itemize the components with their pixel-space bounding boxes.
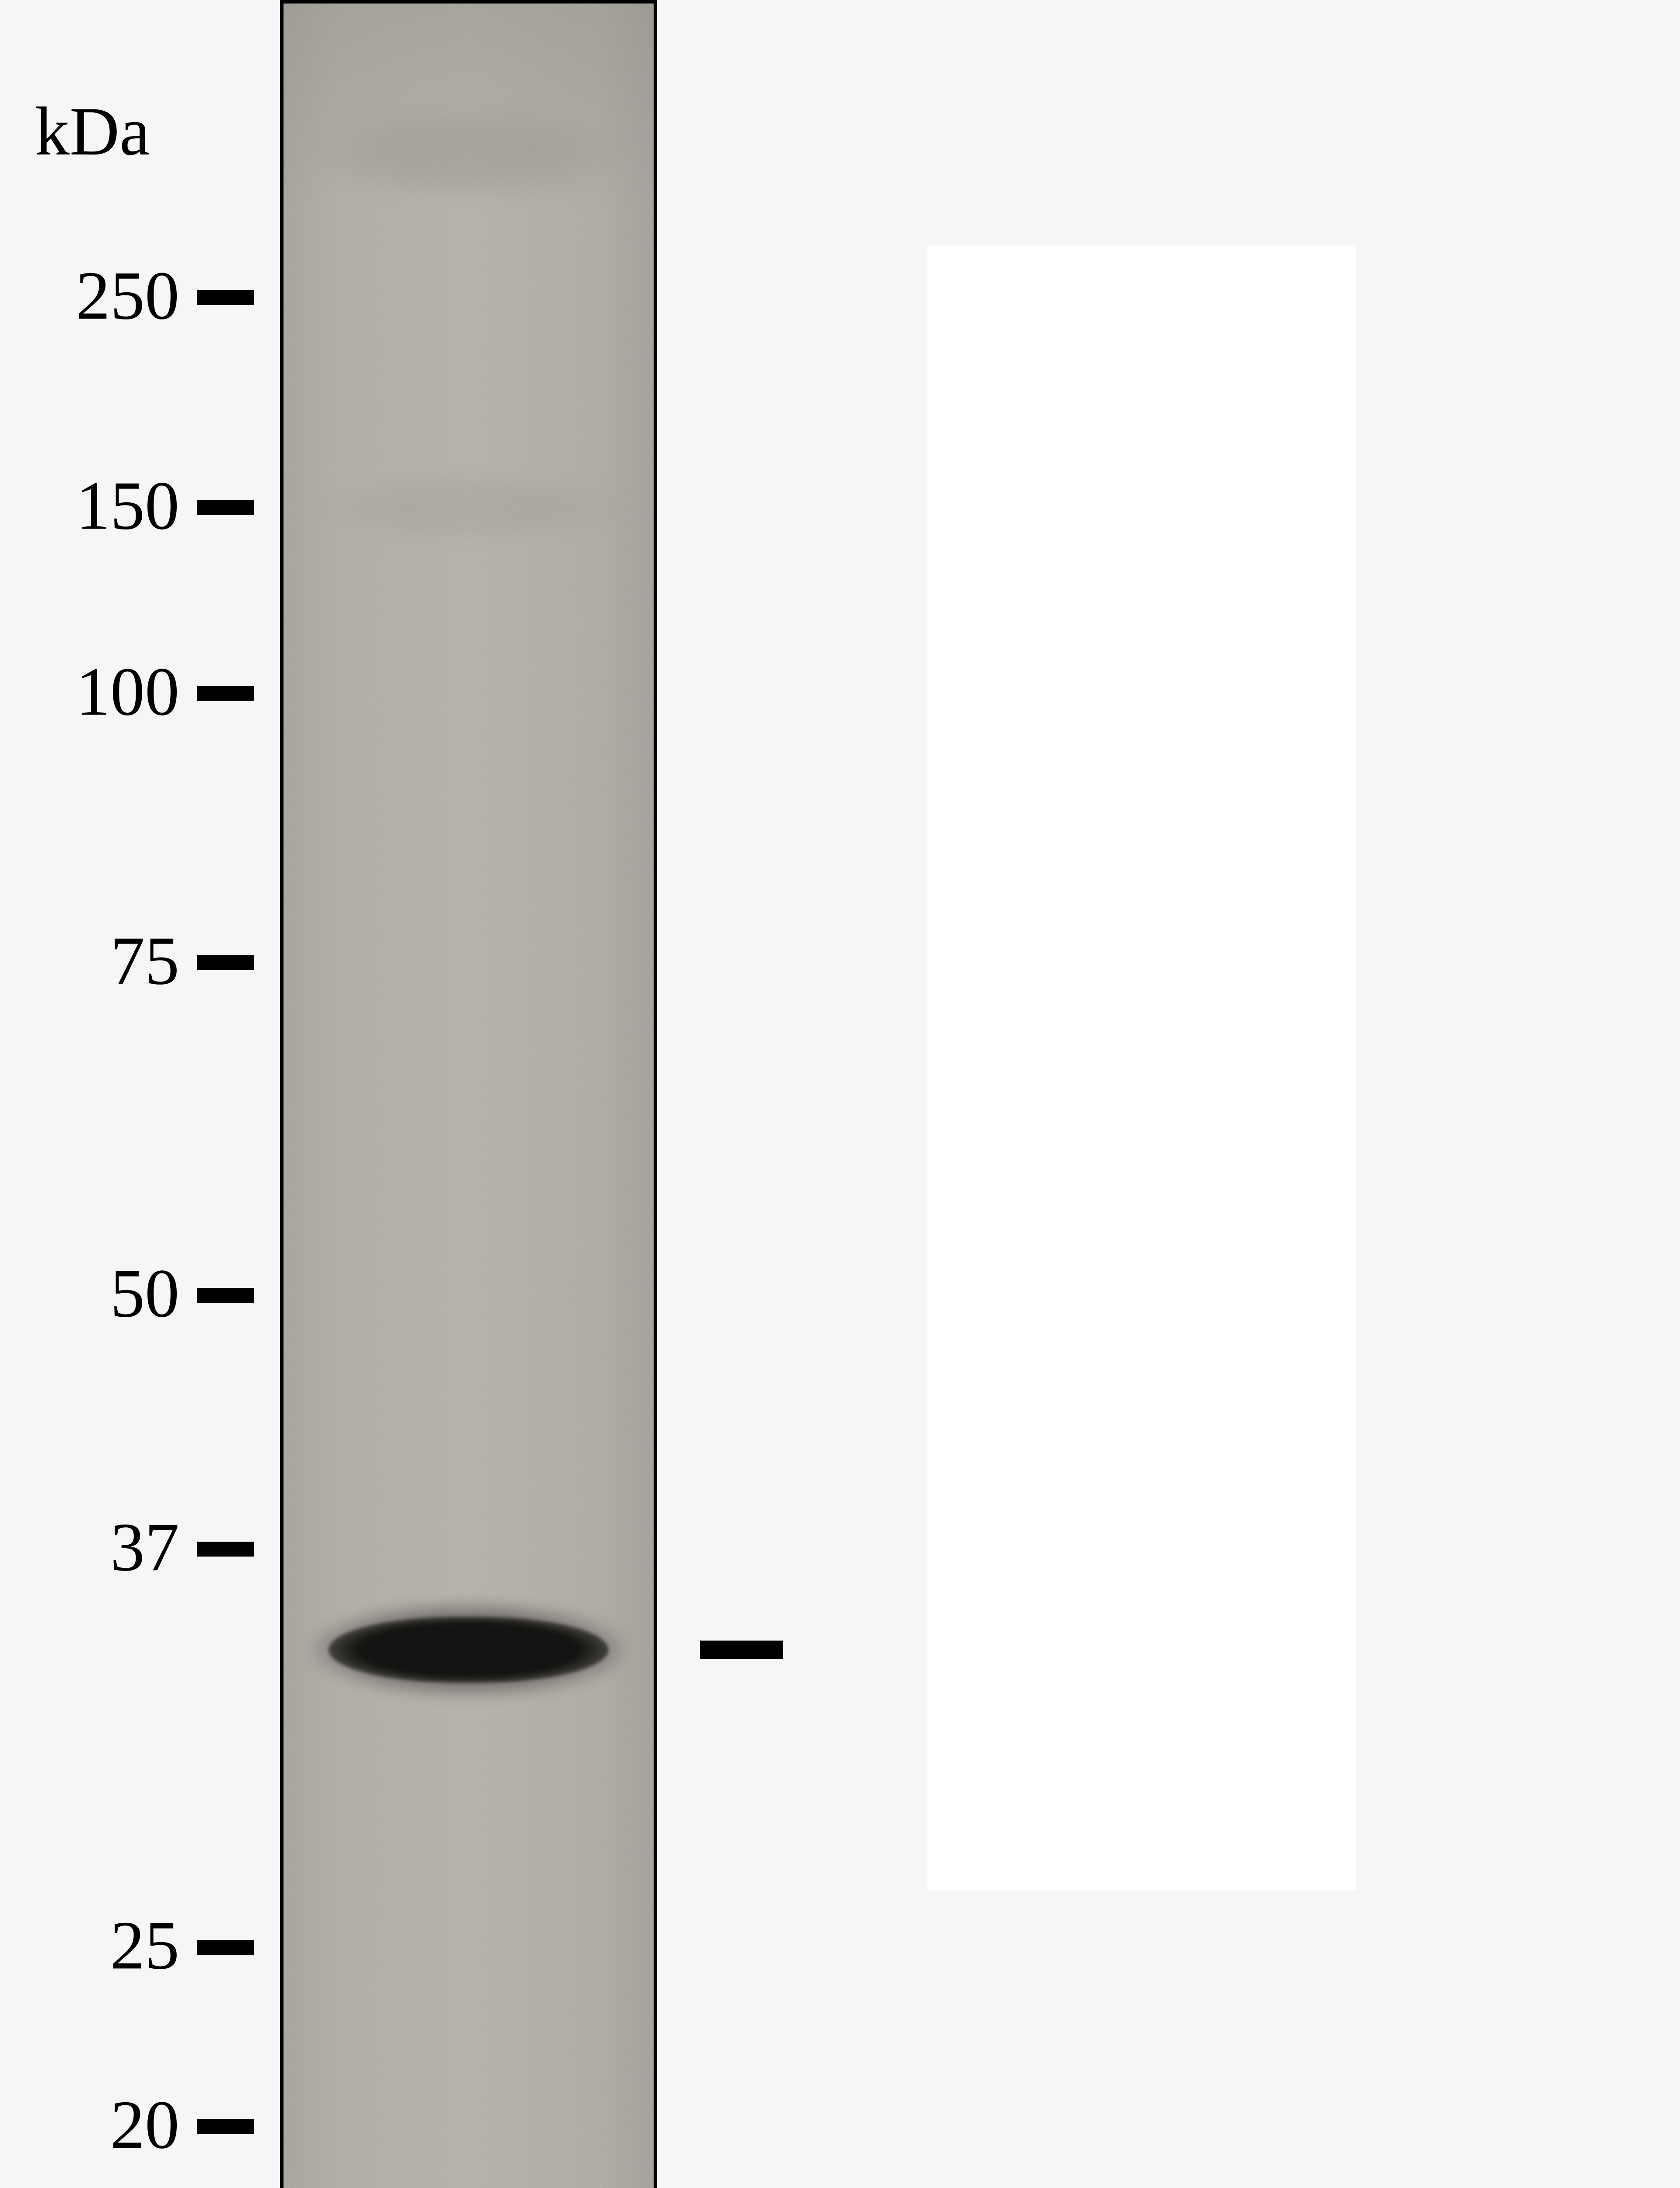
band-indicator-tick (700, 1641, 783, 1659)
ladder-label: 20 (110, 2085, 179, 2165)
ladder-tick (197, 1542, 254, 1557)
background-patch (928, 1890, 1680, 2188)
ladder-marker-250: 250 (0, 259, 254, 336)
unit-label-kda: kDa (35, 92, 150, 172)
background-patch (656, 1155, 928, 2188)
ladder-tick (197, 2119, 254, 2134)
ladder-marker-37: 37 (0, 1511, 254, 1587)
ladder-tick (197, 686, 254, 701)
ladder-label: 50 (110, 1254, 179, 1333)
ladder-marker-20: 20 (0, 2089, 254, 2165)
background-patch (1356, 1155, 1680, 1890)
ladder-tick (197, 290, 254, 305)
ladder-tick (197, 955, 254, 970)
blot-canvas: kDa 250150100755037252015 (0, 0, 1680, 2188)
ladder-marker-75: 75 (0, 925, 254, 1001)
blot-lane (280, 0, 657, 2188)
ladder-label: 37 (110, 1508, 179, 1587)
ladder-marker-50: 50 (0, 1257, 254, 1333)
background-patch (1356, 0, 1680, 1155)
ladder-marker-150: 150 (0, 470, 254, 546)
ladder-tick (197, 500, 254, 515)
ladder-tick (197, 1288, 254, 1303)
lane-noise (284, 4, 654, 2188)
ladder-label: 150 (76, 466, 179, 546)
ladder-marker-25: 25 (0, 1909, 254, 1985)
background-patch (656, 0, 928, 1155)
ladder-label: 100 (76, 652, 179, 732)
ladder-label: 250 (76, 256, 179, 336)
ladder-label: 25 (110, 1906, 179, 1985)
ladder-tick (197, 1940, 254, 1955)
ladder-label: 75 (110, 921, 179, 1001)
ladder-marker-100: 100 (0, 656, 254, 732)
